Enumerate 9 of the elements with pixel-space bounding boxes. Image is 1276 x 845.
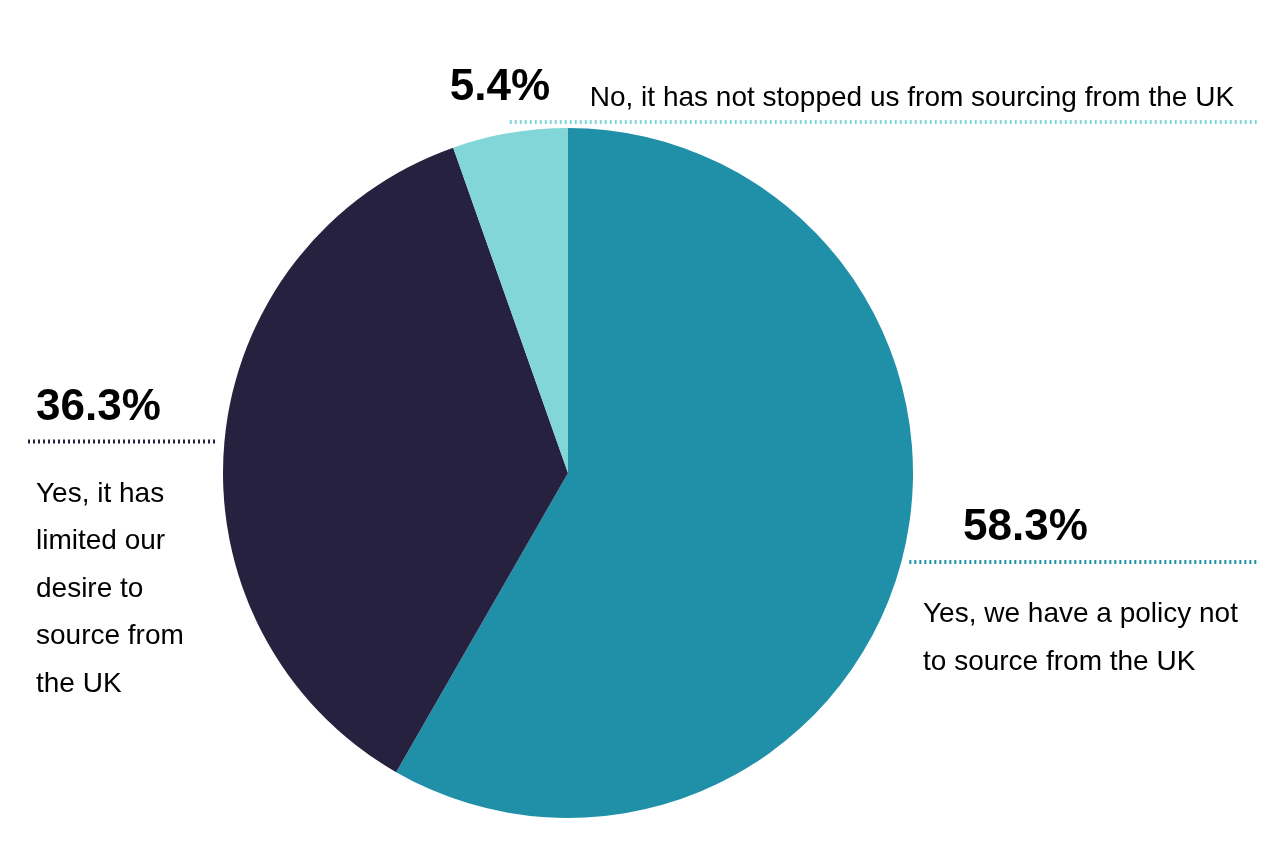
data-label: 58.3% <box>963 499 1088 549</box>
pie-slice <box>453 128 568 473</box>
data-label: 5.4% <box>449 60 551 109</box>
slice-label: Yes, we have a policy not to source from the UK <box>923 596 1239 676</box>
pie-slice <box>223 147 568 773</box>
data-label: 36.3% <box>36 379 161 429</box>
slice-label: No, it has not stopped us from sourcing from the UK <box>589 81 1235 112</box>
pie-slice <box>396 128 913 818</box>
slice-label: Yes, it has limited our desire to source from the UK <box>36 476 184 699</box>
